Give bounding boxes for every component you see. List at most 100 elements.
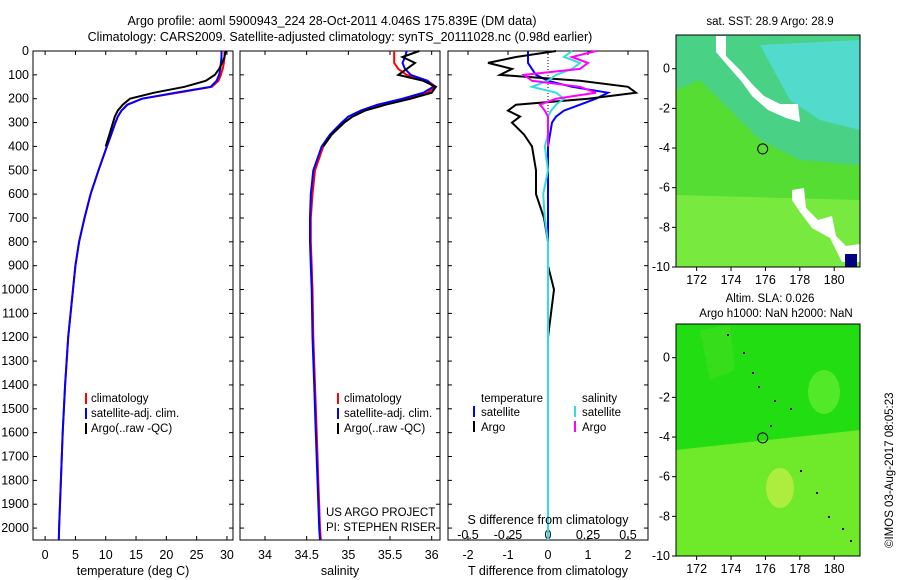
sst-map-float-marker <box>757 143 769 155</box>
sla-map-island-pixel <box>842 528 844 530</box>
project-annotation: US ARGO PROJECT <box>326 507 435 519</box>
difference-s-tick-label: 0.25 <box>576 528 600 542</box>
sla_map-ytick-label: -2 <box>659 390 670 404</box>
depth-tick-label: 1400 <box>1 378 29 392</box>
depth-tick-label: 400 <box>8 139 29 153</box>
temperature-xtick-label: 0 <box>42 548 49 562</box>
difference-s-tick-label: 0.5 <box>619 528 636 542</box>
sla_map-xtick-label: 172 <box>686 562 707 576</box>
sla_map-ytick-label: -8 <box>659 509 670 523</box>
temperature-xtick-label: 15 <box>129 548 143 562</box>
depth-tick-label: 1000 <box>1 283 29 297</box>
sst_map-xtick-label: 180 <box>824 273 845 287</box>
sst-map-cool-region <box>676 195 860 267</box>
sst_map-xtick-label: 174 <box>721 273 742 287</box>
difference-series-s-satellite <box>528 50 583 540</box>
depth-tick-label: 1200 <box>1 330 29 344</box>
sst_map-ytick-label: -6 <box>659 181 670 195</box>
sla-map-island-pixel <box>816 492 818 494</box>
difference-series-t-satellite <box>527 51 612 540</box>
difference-s-tick-label: -0.5 <box>457 528 479 542</box>
difference-xtick-label: 1 <box>585 548 592 562</box>
legend-label-climatology: climatology <box>91 393 149 405</box>
temperature-xtick-label: 10 <box>99 548 113 562</box>
salinity-xlabel: salinity <box>321 564 360 578</box>
sla-map-island-pixel <box>727 334 729 336</box>
salinity-xtick-label: 36 <box>425 548 439 562</box>
salinity-xtick-label: 34 <box>258 548 272 562</box>
legend-label-satellite: satellite-adj. clim. <box>91 408 179 420</box>
legend-salinity-heading: salinity <box>582 393 617 405</box>
sla_map-xtick-label: 174 <box>721 562 742 576</box>
salinity-series-climatology <box>309 51 438 541</box>
legend-label-argo: Argo(..raw -QC) <box>91 423 172 435</box>
temperature-series-climatology <box>57 51 226 541</box>
sst_map-ytick-label: 0 <box>663 62 670 76</box>
sst-map-cyan-region <box>760 40 860 130</box>
salinity-legend: climatology satellite-adj. clim. Argo(..… <box>337 393 432 435</box>
sla-map-island-pixel <box>758 386 760 388</box>
difference-s-tick-label: -0.25 <box>494 528 523 542</box>
temperature-series-argo <box>104 50 227 147</box>
sla_map-xtick-label: 176 <box>755 562 776 576</box>
sla_map-ytick-label: -4 <box>659 430 670 444</box>
legend-label-climatology: climatology <box>344 393 402 405</box>
figure-title-line2: Climatology: CARS2009. Satellite-adjuste… <box>88 30 593 44</box>
salinity-series-argo <box>322 50 438 147</box>
depth-tick-label: 0 <box>22 44 29 58</box>
depth-tick-label: 500 <box>8 163 29 177</box>
temperature-panel-frame <box>32 50 234 541</box>
temperature-xtick-label: 25 <box>190 548 204 562</box>
depth-tick-label: 1700 <box>1 450 29 464</box>
sla-map-anomaly <box>766 468 794 508</box>
sla-map-island-pixel <box>828 516 830 518</box>
temperature-xtick-label: 20 <box>159 548 173 562</box>
difference-xtick-label: -1 <box>502 548 513 562</box>
salinity-panel-frame <box>239 50 441 541</box>
series-layer <box>57 50 639 541</box>
sla-map-island-pixel <box>774 400 776 402</box>
sst-map-land-mask-south <box>792 188 860 262</box>
sst_map-ytick-label: -2 <box>659 101 670 115</box>
sst_map-ytick-label: -10 <box>652 260 670 274</box>
sst-map-land-mask <box>716 36 800 122</box>
legend-label-argo: Argo(..raw -QC) <box>344 423 425 435</box>
legend-label-satellite: satellite-adj. clim. <box>344 408 432 420</box>
difference-series-s-argo <box>521 50 597 147</box>
depth-tick-label: 600 <box>8 187 29 201</box>
sla_map-xtick-label: 180 <box>824 562 845 576</box>
depth-tick-label: 700 <box>8 211 29 225</box>
sla-map-island-pixel <box>790 408 792 410</box>
depth-tick-label: 1800 <box>1 473 29 487</box>
sla_map-ytick-label: -10 <box>652 549 670 563</box>
legend-label-t-satellite: satellite <box>481 407 520 419</box>
depth-tick-label: 200 <box>8 92 29 106</box>
depth-tick-label: 300 <box>8 116 29 130</box>
figure-title-line1: Argo profile: aoml 5900943_224 28-Oct-20… <box>127 14 536 28</box>
temperature-xtick-label: 5 <box>72 548 79 562</box>
sla_map-xtick-label: 178 <box>789 562 810 576</box>
depth-tick-label: 2000 <box>1 521 29 535</box>
sst_map-xtick-label: 172 <box>686 273 707 287</box>
sla_map-ytick-label: 0 <box>663 351 670 365</box>
difference-xtick-label: 0 <box>545 548 552 562</box>
sla-map-island-pixel <box>743 352 745 354</box>
depth-tick-label: 1600 <box>1 426 29 440</box>
pi-annotation: PI: STEPHEN RISER <box>326 522 436 534</box>
temperature-legend: climatology satellite-adj. clim. Argo(..… <box>85 393 179 435</box>
sla-map-title-line1: Altim. SLA: 0.026 <box>726 293 815 305</box>
sst_map-ytick-label: -4 <box>659 141 670 155</box>
sst-map-dark-cell <box>845 254 857 267</box>
depth-tick-label: 1500 <box>1 402 29 416</box>
sla-map <box>675 323 861 557</box>
sla-map-title-line2: Argo h1000: NaN h2000: NaN <box>699 308 852 320</box>
sla-map-anomaly <box>808 370 840 414</box>
salinity-series-satellite <box>309 50 435 541</box>
temperature-xlabel: temperature (deg C) <box>77 564 190 578</box>
sla-map-island-pixel <box>850 540 852 542</box>
difference-series-t-argo <box>487 50 639 540</box>
temperature-series-satellite <box>57 51 223 541</box>
sla-map-island-pixel <box>752 372 754 374</box>
depth-tick-label: 800 <box>8 235 29 249</box>
sla-map-anomaly <box>700 325 735 380</box>
